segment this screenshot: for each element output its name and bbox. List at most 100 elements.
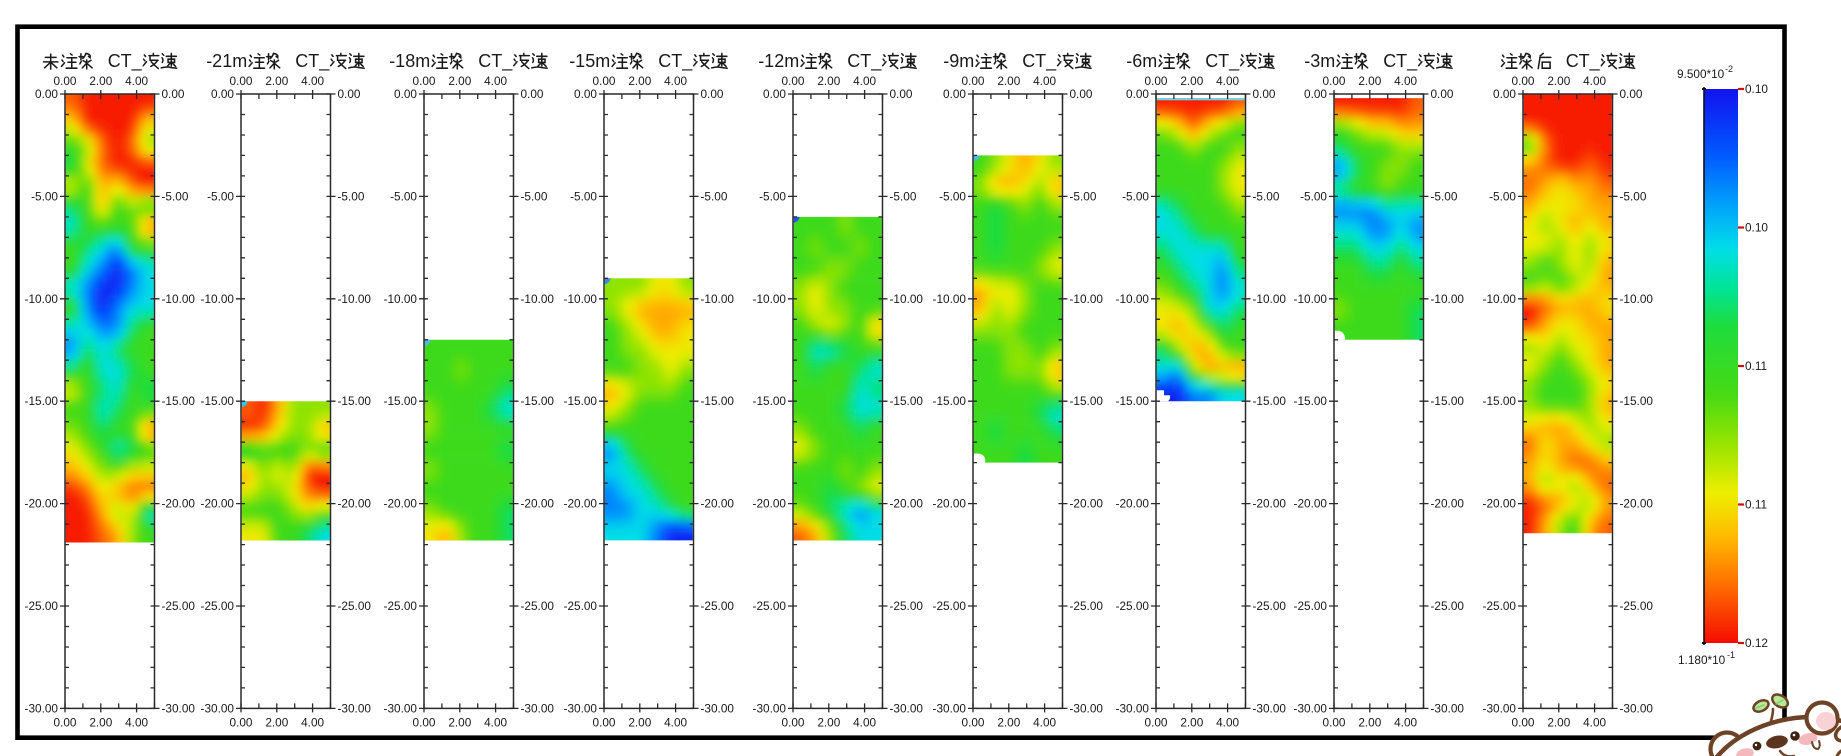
svg-text:0.00: 0.00: [1620, 87, 1643, 101]
svg-text:4.00: 4.00: [125, 715, 148, 729]
svg-text:2.00: 2.00: [1358, 715, 1381, 729]
svg-text:4.00: 4.00: [484, 715, 507, 729]
svg-text:-10.00: -10.00: [701, 292, 735, 306]
svg-text:4.00: 4.00: [1583, 715, 1606, 729]
svg-text:0.00: 0.00: [593, 74, 616, 88]
svg-text:CT_: CT_: [478, 51, 513, 72]
svg-text:4.00: 4.00: [1216, 74, 1239, 88]
svg-text:-2: -2: [1725, 64, 1733, 74]
svg-text:-10.00: -10.00: [890, 292, 924, 306]
svg-text:-25.00: -25.00: [1483, 599, 1517, 613]
svg-text:4.00: 4.00: [301, 715, 324, 729]
svg-text:1.180*10: 1.180*10: [1678, 653, 1726, 667]
svg-text:0.00: 0.00: [763, 87, 786, 101]
svg-text:2.00: 2.00: [265, 715, 288, 729]
svg-text:-10.00: -10.00: [933, 292, 967, 306]
svg-text:-30.00: -30.00: [1483, 701, 1517, 715]
svg-text:-5.00: -5.00: [31, 189, 58, 203]
svg-text:-20.00: -20.00: [890, 497, 924, 511]
svg-text:2.00: 2.00: [448, 715, 471, 729]
svg-text:-15.00: -15.00: [1294, 394, 1328, 408]
svg-text:-5.00: -5.00: [390, 189, 417, 203]
svg-text:-25.00: -25.00: [1116, 599, 1150, 613]
svg-text:0.00: 0.00: [1126, 87, 1149, 101]
svg-text:0.00: 0.00: [1145, 74, 1168, 88]
svg-text:-15.00: -15.00: [890, 394, 924, 408]
svg-text:-25.00: -25.00: [162, 599, 196, 613]
svg-text:2.00: 2.00: [997, 715, 1020, 729]
svg-text:-5.00: -5.00: [701, 189, 728, 203]
svg-text:-15.00: -15.00: [338, 394, 372, 408]
svg-text:-25.00: -25.00: [521, 599, 555, 613]
svg-text:4.00: 4.00: [1033, 74, 1056, 88]
svg-text:-6m: -6m: [1126, 51, 1157, 71]
svg-text:0.00: 0.00: [1493, 87, 1516, 101]
svg-text:-30.00: -30.00: [162, 701, 196, 715]
svg-text:-5.00: -5.00: [570, 189, 597, 203]
svg-text:0.11: 0.11: [1745, 498, 1767, 512]
svg-text:-25.00: -25.00: [933, 599, 967, 613]
svg-text:-30.00: -30.00: [338, 701, 372, 715]
svg-text:-30.00: -30.00: [1620, 701, 1654, 715]
svg-text:2.00: 2.00: [89, 715, 112, 729]
svg-text:4.00: 4.00: [1216, 715, 1239, 729]
svg-text:0.00: 0.00: [1512, 715, 1535, 729]
svg-text:0.00: 0.00: [54, 715, 77, 729]
svg-text:-10.00: -10.00: [1620, 292, 1654, 306]
svg-text:0.00: 0.00: [890, 87, 913, 101]
svg-text:-20.00: -20.00: [1483, 497, 1517, 511]
svg-text:-15.00: -15.00: [201, 394, 235, 408]
svg-text:-5.00: -5.00: [890, 189, 917, 203]
svg-text:CT_: CT_: [295, 51, 330, 72]
svg-text:-5.00: -5.00: [1300, 189, 1327, 203]
svg-text:-12m: -12m: [758, 51, 799, 71]
svg-text:0.00: 0.00: [211, 87, 234, 101]
svg-text:-20.00: -20.00: [521, 497, 555, 511]
svg-text:-15.00: -15.00: [1483, 394, 1517, 408]
svg-text:0.12: 0.12: [1745, 636, 1768, 650]
svg-text:-25.00: -25.00: [384, 599, 418, 613]
svg-text:0.00: 0.00: [1145, 715, 1168, 729]
svg-text:-30.00: -30.00: [521, 701, 555, 715]
svg-text:-30.00: -30.00: [933, 701, 967, 715]
svg-text:2.00: 2.00: [628, 715, 651, 729]
svg-text:-15.00: -15.00: [1431, 394, 1465, 408]
svg-text:-5.00: -5.00: [759, 189, 786, 203]
svg-text:0.00: 0.00: [943, 87, 966, 101]
svg-text:-5.00: -5.00: [1489, 189, 1516, 203]
svg-text:-25.00: -25.00: [564, 599, 598, 613]
svg-text:2.00: 2.00: [1547, 74, 1570, 88]
svg-text:-5.00: -5.00: [939, 189, 966, 203]
svg-text:-20.00: -20.00: [564, 497, 598, 511]
svg-text:2.00: 2.00: [628, 74, 651, 88]
svg-text:2.00: 2.00: [448, 74, 471, 88]
svg-text:-20.00: -20.00: [1294, 497, 1328, 511]
svg-text:-10.00: -10.00: [162, 292, 196, 306]
svg-text:0.00: 0.00: [230, 715, 253, 729]
svg-text:CT_: CT_: [1566, 51, 1601, 72]
svg-text:-15.00: -15.00: [1070, 394, 1104, 408]
svg-text:2.00: 2.00: [1180, 715, 1203, 729]
svg-text:0.00: 0.00: [230, 74, 253, 88]
svg-text:0.00: 0.00: [593, 715, 616, 729]
svg-text:-25.00: -25.00: [25, 599, 59, 613]
svg-text:-1: -1: [1727, 650, 1735, 660]
svg-text:-5.00: -5.00: [1620, 189, 1647, 203]
svg-text:4.00: 4.00: [664, 715, 687, 729]
svg-text:-15.00: -15.00: [933, 394, 967, 408]
svg-text:-25.00: -25.00: [1431, 599, 1465, 613]
svg-text:0.00: 0.00: [962, 715, 985, 729]
svg-text:-30.00: -30.00: [1070, 701, 1104, 715]
svg-text:-25.00: -25.00: [753, 599, 787, 613]
svg-text:-10.00: -10.00: [1483, 292, 1517, 306]
svg-text:0.00: 0.00: [413, 715, 436, 729]
svg-text:-15.00: -15.00: [521, 394, 555, 408]
svg-text:0.00: 0.00: [782, 715, 805, 729]
svg-text:-25.00: -25.00: [338, 599, 372, 613]
svg-text:2.00: 2.00: [89, 74, 112, 88]
svg-text:-20.00: -20.00: [1431, 497, 1465, 511]
svg-text:0.00: 0.00: [701, 87, 724, 101]
svg-text:-5.00: -5.00: [162, 189, 189, 203]
svg-text:0.11: 0.11: [1745, 359, 1767, 373]
svg-text:-20.00: -20.00: [384, 497, 418, 511]
